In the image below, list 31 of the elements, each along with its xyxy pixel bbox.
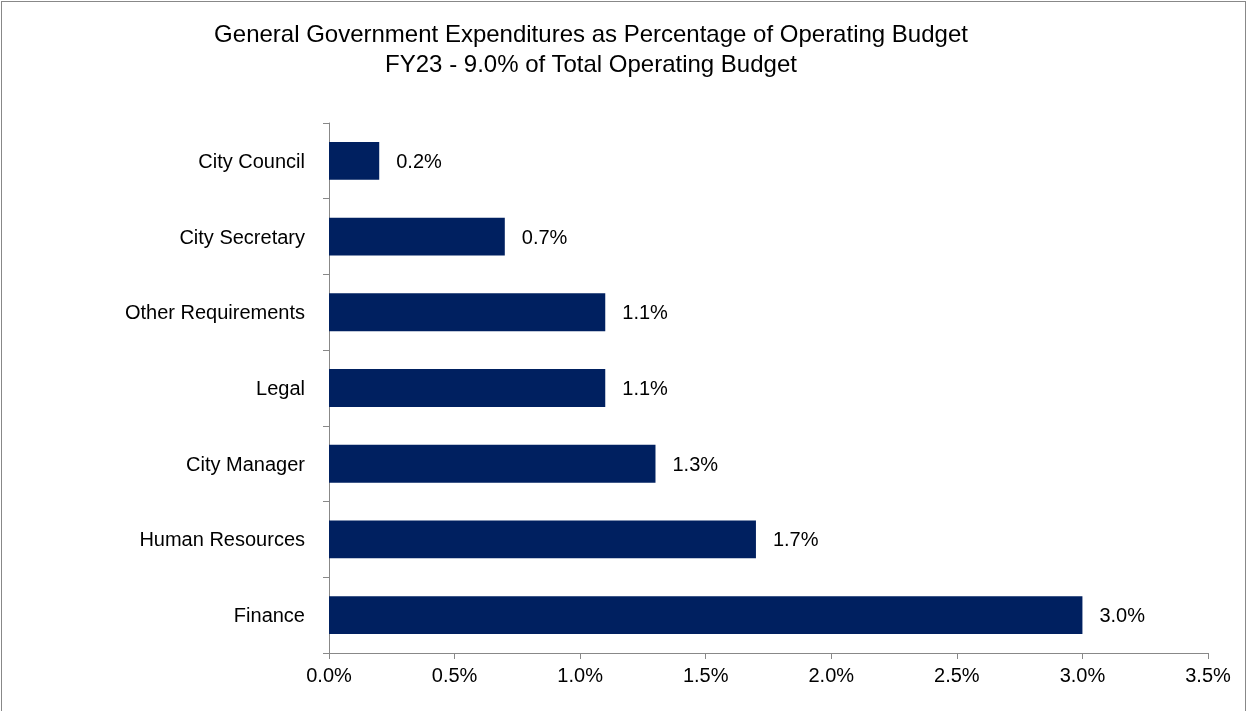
bar	[329, 369, 606, 407]
bar	[329, 293, 606, 332]
chart-title: General Government Expenditures as Percentage of Operating Budget	[214, 19, 969, 47]
y-tick-label: Legal	[256, 377, 305, 399]
bar	[329, 141, 380, 180]
x-tick-label: 0.0%	[306, 664, 353, 686]
y-tick-label: City Council	[198, 149, 305, 172]
data-label: 1.1%	[622, 377, 669, 399]
data-label: 3.0%	[1099, 604, 1146, 627]
y-tick-label: City Manager	[186, 452, 306, 475]
x-tick-label: 3.0%	[1059, 664, 1106, 686]
data-label: 0.7%	[521, 225, 568, 248]
x-tick-label: 1.0%	[557, 664, 604, 686]
data-label: 1.7%	[772, 528, 819, 551]
bar	[329, 217, 505, 256]
chart-subtitle: FY23 - 9.0% of Total Operating Budget	[385, 49, 798, 77]
x-tick-label: 3.5%	[1185, 664, 1232, 686]
y-tick-label: Other Requirements	[124, 301, 305, 324]
x-tick-label: 2.5%	[934, 664, 980, 686]
x-tick-label: 2.0%	[808, 664, 855, 686]
data-label: 0.2%	[396, 149, 443, 172]
bar	[329, 520, 756, 559]
x-tick-label: 0.5%	[431, 664, 478, 686]
data-label: 1.1%	[622, 301, 669, 324]
bar	[329, 444, 656, 483]
y-tick-label: Human Resources	[139, 528, 305, 551]
y-tick-label: City Secretary	[179, 225, 305, 248]
x-tick-label: 1.5%	[682, 664, 729, 686]
data-label: 1.3%	[672, 452, 719, 475]
y-tick-label: Finance	[233, 604, 305, 627]
bar	[329, 596, 1083, 635]
